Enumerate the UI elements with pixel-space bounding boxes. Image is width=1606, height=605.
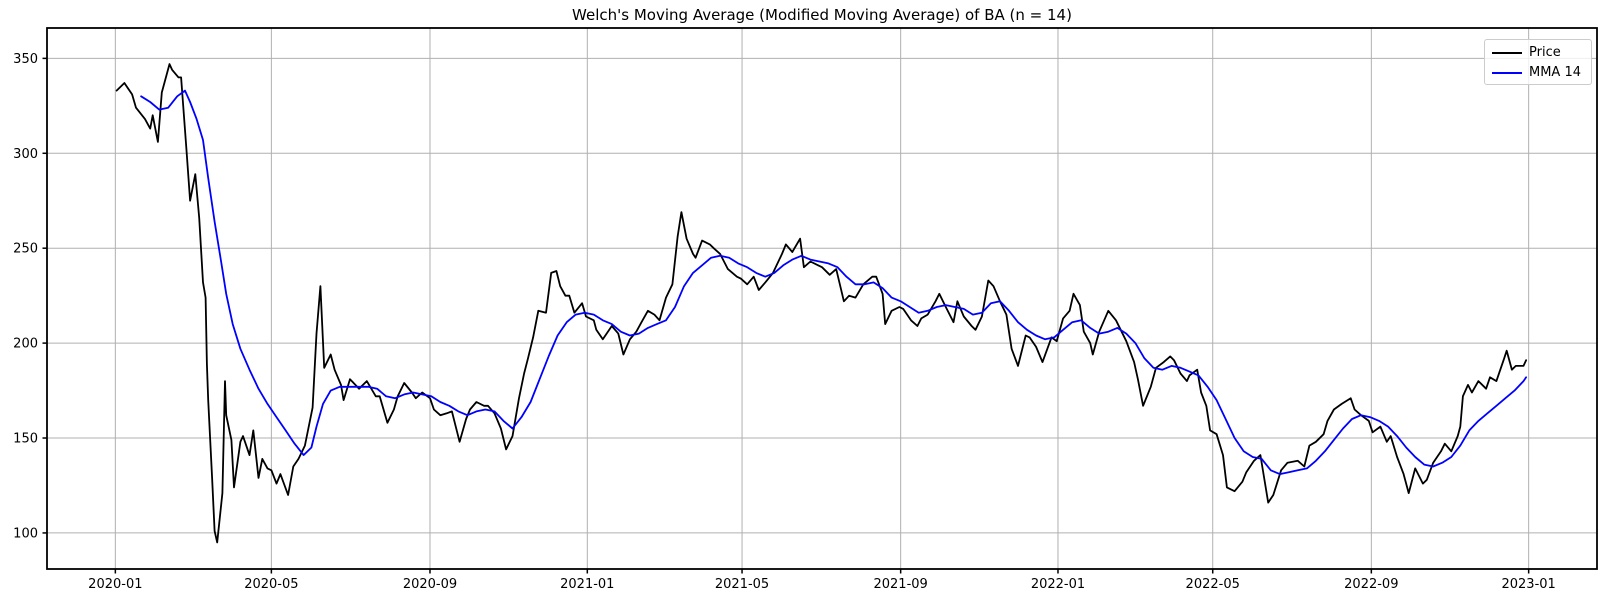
- y-tick-label: 150: [13, 432, 38, 447]
- y-tick-label: 250: [13, 242, 38, 257]
- x-tick-label: 2020-05: [244, 577, 298, 592]
- legend-item-mma: MMA 14: [1492, 63, 1591, 83]
- x-tick-label: 2021-05: [715, 577, 769, 592]
- mma-line-sample-icon: [1492, 72, 1522, 74]
- axes-frame: [46, 27, 1598, 570]
- x-tick-label: 2020-09: [403, 577, 457, 592]
- y-tick-label: 200: [13, 337, 38, 352]
- x-tick-label: 2022-05: [1186, 577, 1240, 592]
- axes-background: [47, 28, 1597, 569]
- y-tick-label: 300: [13, 147, 38, 162]
- x-tick-label: 2021-01: [560, 577, 614, 592]
- legend-item-price: Price: [1492, 43, 1591, 63]
- mma-line: [140, 89, 1527, 476]
- chart-title: Welch's Moving Average (Modified Moving …: [572, 6, 1072, 24]
- y-tick-label: 100: [13, 526, 38, 541]
- x-tick-label: 2023-01: [1501, 577, 1555, 592]
- x-tick-label: 2022-09: [1344, 577, 1398, 592]
- legend-label-mma: MMA 14: [1529, 65, 1581, 80]
- price-line-sample-icon: [1492, 52, 1522, 54]
- legend: Price MMA 14: [1484, 39, 1592, 85]
- x-tick-label: 2020-01: [88, 577, 142, 592]
- x-tick-label: 2022-01: [1031, 577, 1085, 592]
- y-tick-label: 350: [13, 52, 38, 67]
- legend-label-price: Price: [1529, 45, 1561, 60]
- price-line: [115, 63, 1527, 544]
- x-tick-label: 2021-09: [873, 577, 927, 592]
